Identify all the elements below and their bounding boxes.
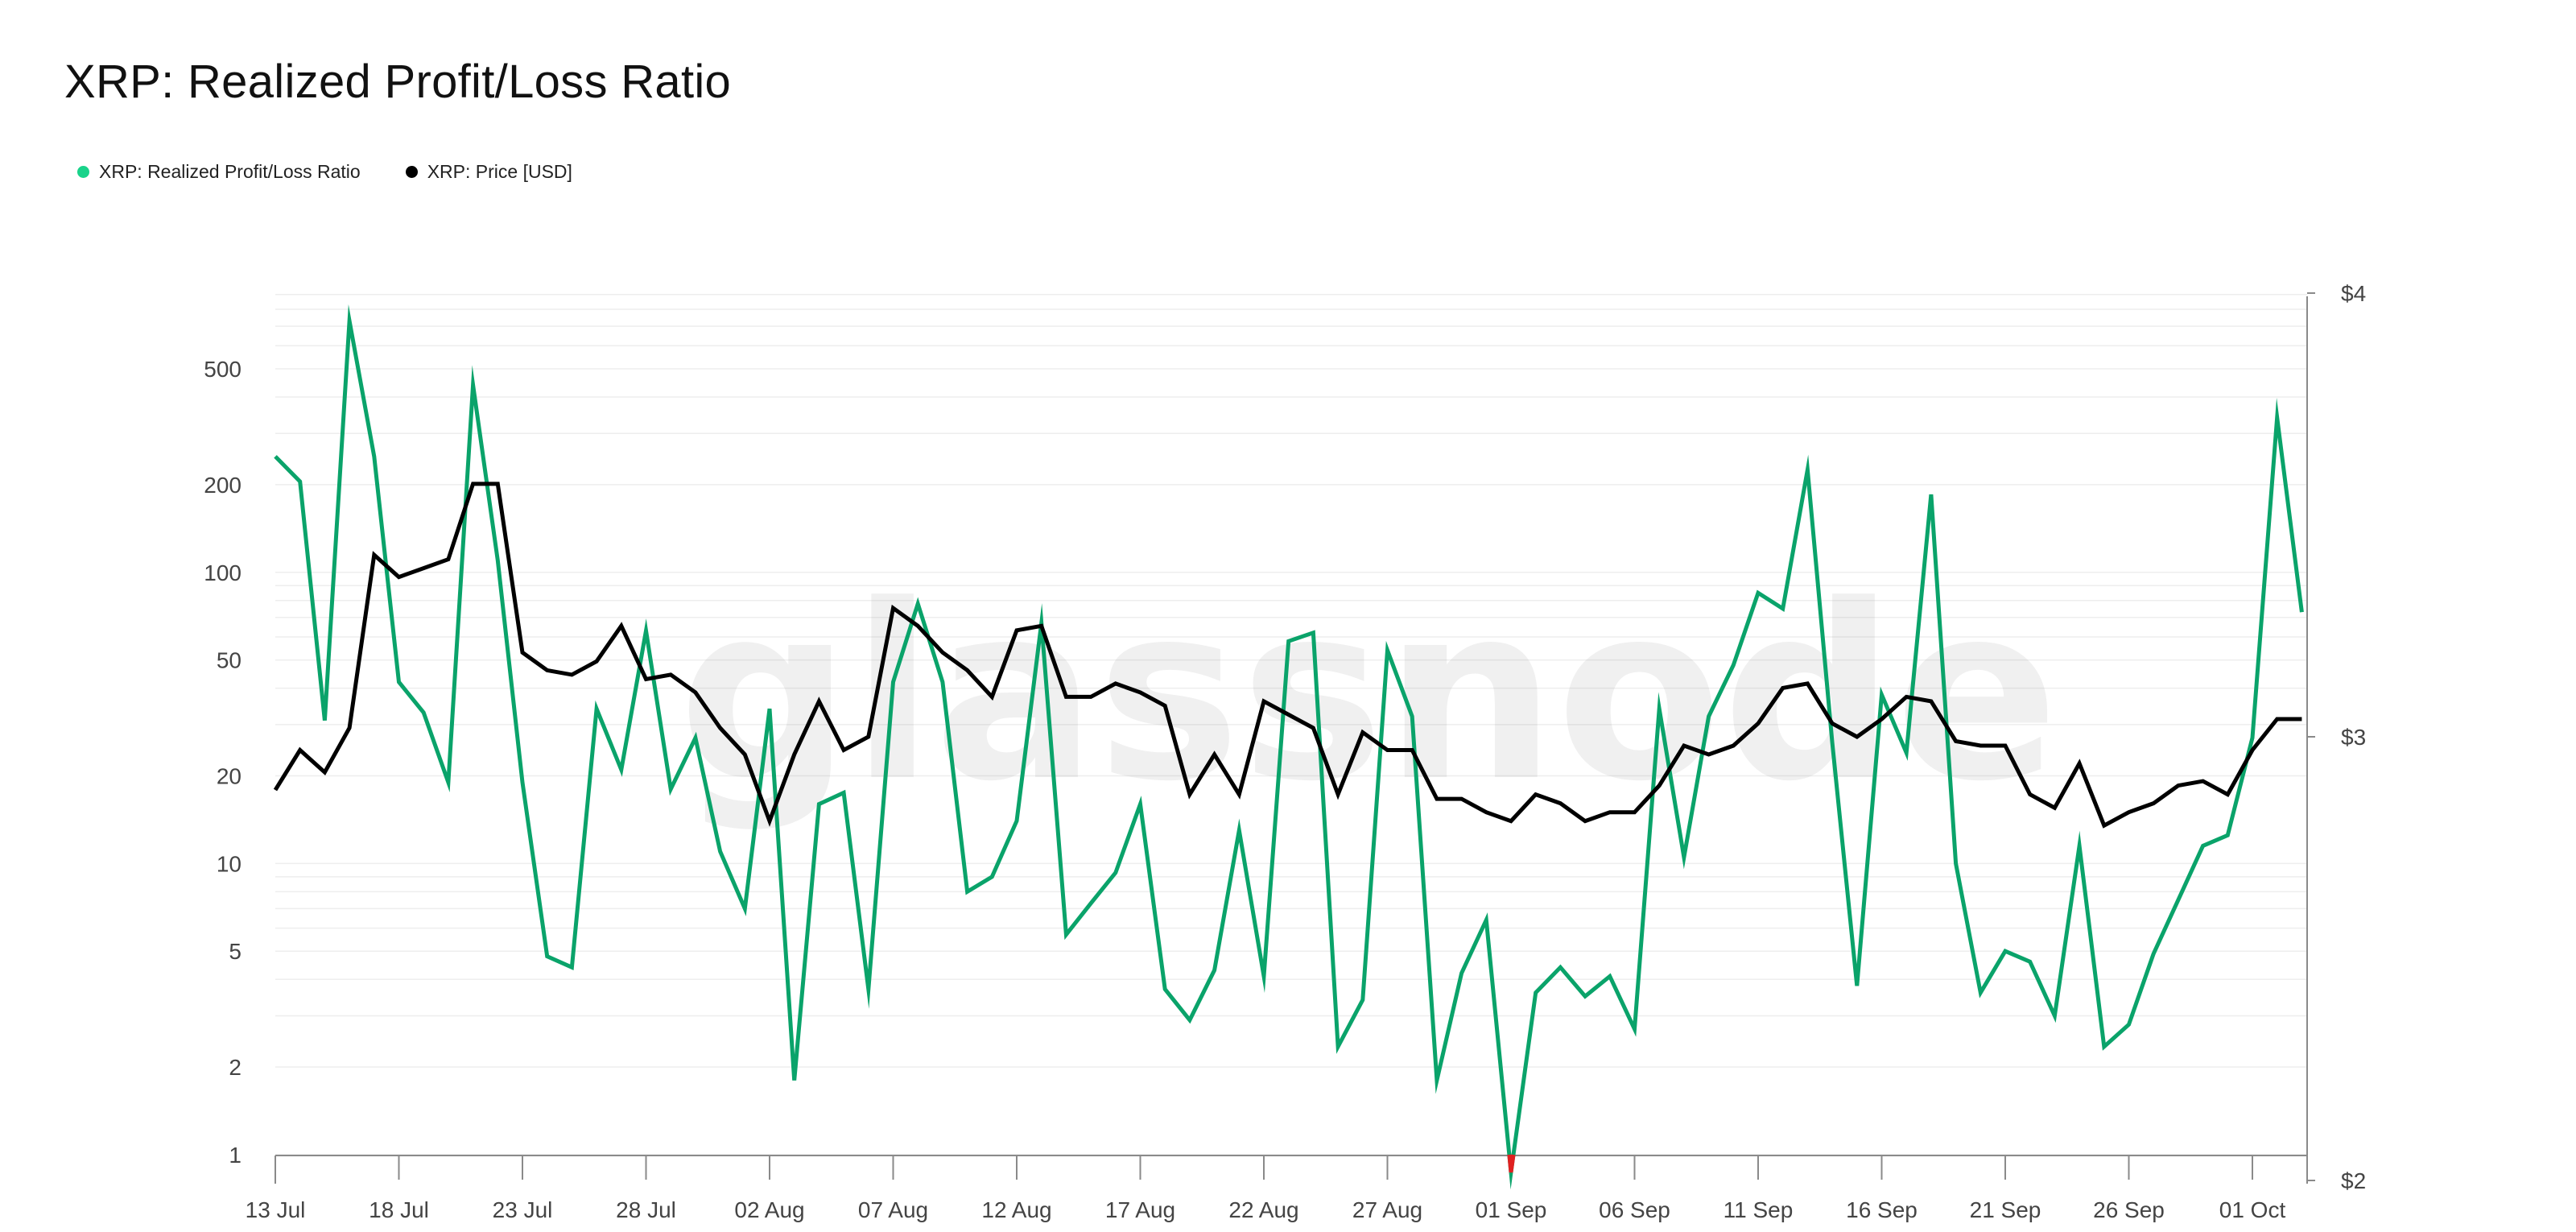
x-tick-label: 23 Jul xyxy=(493,1197,553,1222)
legend-dot-ratio xyxy=(77,166,89,178)
legend-label-price: XRP: Price [USD] xyxy=(427,161,572,182)
y-left-tick-label: 200 xyxy=(204,473,242,498)
x-tick-label: 01 Oct xyxy=(2219,1197,2286,1222)
x-tick-label: 06 Sep xyxy=(1599,1197,1670,1222)
y-left-tick-label: 2 xyxy=(229,1055,242,1080)
y-left-tick-label: 1 xyxy=(229,1143,242,1168)
series-line-ratio xyxy=(274,304,2304,1190)
x-tick-label: 21 Sep xyxy=(1970,1197,2041,1222)
y-left-tick-label: 500 xyxy=(204,357,242,382)
x-tick-label: 18 Jul xyxy=(369,1197,429,1222)
legend-item-price[interactable]: XRP: Price [USD] xyxy=(405,161,572,183)
legend-label-ratio: XRP: Realized Profit/Loss Ratio xyxy=(99,161,361,182)
legend-dot-price xyxy=(405,166,418,178)
legend-item-ratio[interactable]: XRP: Realized Profit/Loss Ratio xyxy=(77,161,361,183)
x-tick-label: 01 Sep xyxy=(1476,1197,1547,1222)
y-left-tick-label: 5 xyxy=(229,939,242,964)
x-tick-label: 28 Jul xyxy=(616,1197,676,1222)
x-tick-label: 07 Aug xyxy=(858,1197,928,1222)
series-line-ratio-below-one xyxy=(1507,1154,1516,1173)
axis-layer xyxy=(275,292,2315,1184)
x-tick-label: 11 Sep xyxy=(1724,1197,1794,1222)
chart-legend: XRP: Realized Profit/Loss Ratio XRP: Pri… xyxy=(77,161,572,183)
x-tick-label: 22 Aug xyxy=(1228,1197,1298,1222)
x-tick-label: 12 Aug xyxy=(981,1197,1051,1222)
x-tick-label: 16 Sep xyxy=(1846,1197,1918,1222)
y-right-tick-label: $4 xyxy=(2341,281,2366,306)
y-left-tick-label: 10 xyxy=(217,851,242,876)
y-left-tick-label: 50 xyxy=(217,648,242,673)
chart-title: XRP: Realized Profit/Loss Ratio xyxy=(64,56,732,108)
y-right-tick-label: $3 xyxy=(2341,725,2366,750)
label-layer: 1 2 5 10 20 50 100 200 500 $2 $3 $4 13 Jul 18 Jul 23 J… xyxy=(204,281,2366,1222)
x-tick-label: 02 Aug xyxy=(734,1197,804,1222)
series-layer xyxy=(273,304,2304,1190)
y-left-tick-label: 100 xyxy=(204,560,242,585)
x-tick-label: 17 Aug xyxy=(1105,1197,1175,1222)
x-tick-label: 13 Jul xyxy=(246,1197,306,1222)
y-right-tick-label: $2 xyxy=(2341,1168,2366,1193)
x-tick-label: 26 Sep xyxy=(2093,1197,2165,1222)
x-tick-label: 27 Aug xyxy=(1352,1197,1422,1222)
y-left-tick-label: 20 xyxy=(217,764,242,789)
series-line-price xyxy=(273,482,2302,829)
